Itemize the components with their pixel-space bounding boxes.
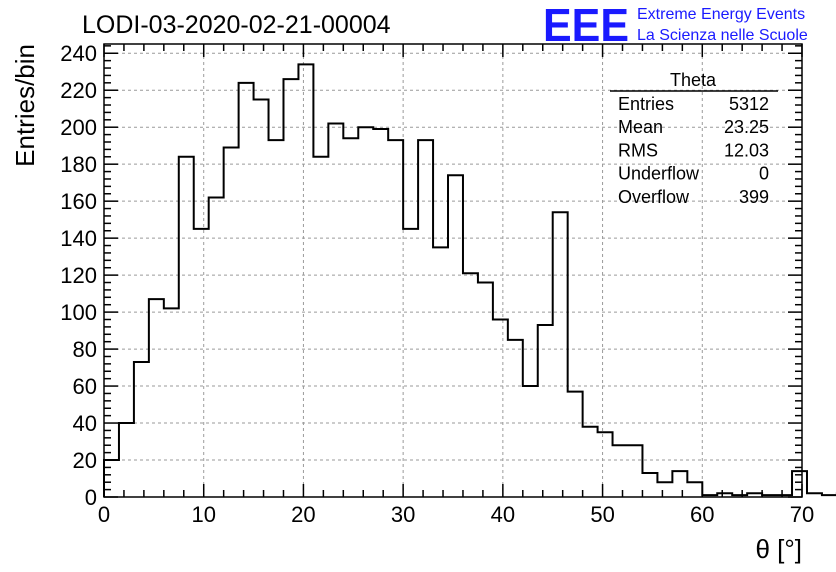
stats-box: Theta Entries 5312 Mean 23.25 RMS 12.03 Underf… — [610, 70, 778, 207]
x-tick-label: 10 — [191, 502, 215, 527]
stats-row-label: Overflow — [618, 187, 690, 207]
y-tick-label: 60 — [73, 374, 97, 399]
y-tick-label: 120 — [60, 263, 97, 288]
logo-line2: La Scienza nelle Scuole — [637, 27, 808, 44]
stats-box-title: Theta — [670, 70, 717, 90]
stats-row-value: 12.03 — [724, 140, 769, 160]
y-tick-label: 40 — [73, 411, 97, 436]
eee-logo-mark: EEE — [543, 0, 629, 51]
y-axis-label: Entries/bin — [10, 44, 40, 167]
y-axis: 0 20 40 60 80 100 120 140 160 180 200 220 240 — [60, 41, 802, 510]
y-tick-label: 180 — [60, 152, 97, 177]
eee-logo: EEE Extreme Energy Events La Scienza nel… — [543, 0, 808, 51]
stats-row-label: RMS — [618, 140, 658, 160]
stats-row-value: 0 — [759, 164, 769, 184]
logo-line1: Extreme Energy Events — [637, 6, 805, 23]
x-axis: 0 10 20 30 40 50 60 70 — [98, 44, 814, 527]
y-tick-label: 220 — [60, 78, 97, 103]
y-tick-label: 160 — [60, 189, 97, 214]
y-tick-label: 0 — [85, 485, 97, 510]
y-tick-label: 20 — [73, 448, 97, 473]
x-tick-label: 70 — [790, 502, 814, 527]
x-tick-label: 30 — [391, 502, 415, 527]
chart-title: LODI-03-2020-02-21-00004 — [82, 11, 391, 39]
stats-row-value: 23.25 — [724, 117, 769, 137]
x-tick-label: 50 — [590, 502, 614, 527]
stats-row-label: Mean — [618, 117, 663, 137]
x-tick-label: 0 — [98, 502, 110, 527]
stats-row-value: 5312 — [729, 94, 769, 114]
stats-row-value: 399 — [739, 187, 769, 207]
grid-lines — [104, 44, 802, 497]
y-tick-label: 140 — [60, 226, 97, 251]
y-tick-label: 240 — [60, 41, 97, 66]
stats-row-label: Underflow — [618, 164, 700, 184]
x-axis-label: θ [°] — [755, 534, 802, 564]
x-tick-label: 20 — [291, 502, 315, 527]
histogram-outline — [103, 63, 836, 497]
x-tick-label: 60 — [690, 502, 714, 527]
plot-frame — [103, 43, 803, 498]
y-tick-label: 100 — [60, 300, 97, 325]
y-tick-label: 200 — [60, 115, 97, 140]
x-tick-label: 40 — [491, 502, 515, 527]
y-tick-label: 80 — [73, 337, 97, 362]
stats-row-label: Entries — [618, 94, 674, 114]
